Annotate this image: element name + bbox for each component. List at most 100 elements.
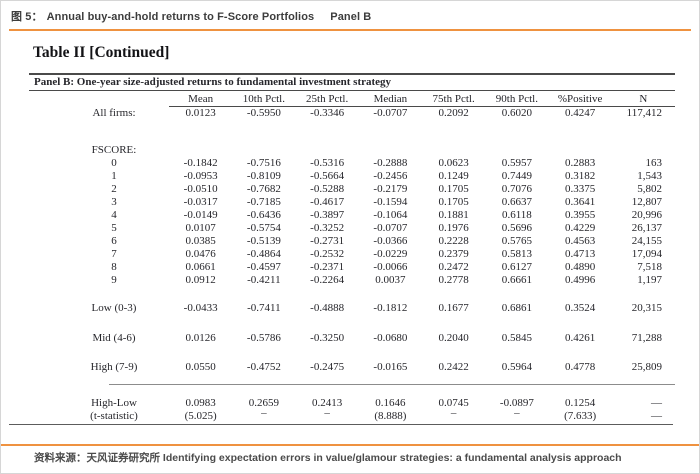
cell: -0.2475 (310, 361, 345, 373)
cell: -0.0317 (183, 196, 218, 208)
cell: 0.0107 (185, 222, 216, 234)
column-header-row: Mean 10th Pctl. 25th Pctl. Median 75th Pctl.… (29, 90, 675, 107)
table-row: High-Low 0.0983 0.2659 0.2413 0.1646 0.0745 -0… (29, 397, 675, 410)
cell: -0.0510 (183, 183, 218, 195)
spacer-row (29, 287, 675, 302)
table-row: 9 0.0912 -0.4211 -0.2264 0.0037 0.2778 0.6661 0… (29, 274, 675, 287)
cell (232, 144, 295, 157)
partial-rule-cell (29, 374, 675, 385)
cell: -0.2264 (310, 274, 345, 286)
column-header: Mean (169, 90, 233, 107)
cell: -0.4617 (310, 196, 345, 208)
cell: -0.3250 (310, 332, 345, 344)
table-row: 6 0.0385 -0.5139 -0.2731 -0.0366 0.2228 0.5765… (29, 235, 675, 248)
table-row: Low (0-3) -0.0433 -0.7411 -0.4888 -0.1812 0.1… (29, 302, 675, 315)
cell: -0.7516 (246, 157, 281, 169)
column-header: %Positive (548, 90, 612, 107)
cell: – (232, 407, 295, 423)
footer: 资料来源：天风证券研究所 Identifying expectation err… (1, 444, 699, 473)
row-label: FSCORE: (91, 144, 137, 156)
cell: -0.2888 (373, 157, 408, 169)
cell: -0.4752 (246, 361, 281, 373)
cell: – (422, 407, 485, 423)
cell: -0.4211 (247, 274, 281, 286)
cell: -0.8109 (246, 170, 281, 182)
spacer-cell (29, 315, 675, 332)
row-label: 2 (111, 183, 117, 195)
cell: 0.1976 (438, 222, 469, 234)
table-row: All firms: 0.0123 -0.5950 -0.3346 -0.0707 0.2… (29, 107, 675, 121)
cell: 0.2422 (438, 361, 469, 373)
figure-label: 图 5： (11, 11, 43, 23)
cell: 17,094 (631, 248, 662, 260)
cell: 0.4778 (565, 361, 596, 373)
cell: 25,809 (631, 361, 662, 373)
cell: 1,543 (637, 170, 662, 182)
cell: -0.0229 (373, 248, 408, 260)
source-text: 天风证券研究所 Identifying expectation errors i… (86, 452, 622, 464)
table-row: 2 -0.0510 -0.7682 -0.5288 -0.2179 0.1705 0.707… (29, 183, 675, 196)
row-label: All firms: (92, 106, 136, 119)
cell: -0.4597 (246, 261, 281, 273)
panel-title-row: Panel B: One-year size-adjusted returns … (29, 73, 675, 91)
spacer-cell (29, 345, 675, 361)
row-label: Mid (4-6) (92, 332, 136, 344)
cell: -0.5950 (246, 107, 281, 119)
cell: 0.0983 (185, 397, 216, 409)
table-row: High (7-9) 0.0550 -0.4752 -0.2475 -0.0165 0.2… (29, 361, 675, 374)
cell: 0.0476 (185, 248, 216, 260)
cell: -0.0680 (373, 332, 408, 344)
cell: 0.2040 (438, 332, 469, 344)
cell: -0.0707 (373, 107, 408, 119)
cell: -0.6436 (246, 209, 281, 221)
row-label: 1 (111, 170, 117, 182)
report-header: 图 5： Annual buy-and-hold returns to F-Sco… (1, 1, 699, 25)
insignificant-dash: – (514, 406, 520, 419)
row-label: 7 (111, 248, 117, 260)
cell: 0.1646 (375, 397, 406, 409)
cell: -0.7185 (246, 196, 281, 208)
table-bottom-rule (9, 424, 673, 425)
row-label: 6 (111, 235, 117, 247)
cell: 0.5957 (501, 157, 532, 169)
cell (549, 144, 612, 157)
cell: 0.2778 (438, 274, 469, 286)
spacer-cell (29, 120, 675, 144)
cell: — (651, 410, 662, 422)
cell: 0.1254 (565, 397, 596, 409)
cell: 0.1677 (438, 302, 469, 314)
cell: — (651, 397, 662, 409)
source-note: 资料来源：天风证券研究所 Identifying expectation err… (34, 452, 689, 465)
row-label: 4 (111, 209, 117, 221)
table-row: 7 0.0476 -0.4864 -0.2532 -0.0229 0.2379 0.5813… (29, 248, 675, 261)
cell: -0.1594 (373, 196, 408, 208)
cell (359, 144, 422, 157)
table-row: 3 -0.0317 -0.7185 -0.4617 -0.1594 0.1705 0.663… (29, 196, 675, 209)
cell: -0.4888 (310, 302, 345, 314)
cell: 0.0385 (185, 235, 216, 247)
cell: 0.6661 (501, 274, 532, 286)
table-row: 8 0.0661 -0.4597 -0.2371 -0.0066 0.2472 0.6127… (29, 261, 675, 274)
cell: -0.0707 (373, 222, 408, 234)
table-row: 0 -0.1842 -0.7516 -0.5316 -0.2888 0.0623 0.595… (29, 157, 675, 170)
cell: 0.5696 (501, 222, 532, 234)
panel-title: Panel B: One-year size-adjusted returns … (29, 73, 675, 91)
cell: 0.6861 (501, 302, 532, 314)
cell: 0.5813 (501, 248, 532, 260)
cell: 0.0745 (438, 397, 469, 409)
cell: -0.3897 (310, 209, 345, 221)
cell: -0.0149 (183, 209, 218, 221)
cell: 0.6127 (501, 261, 532, 273)
cell: 0.4247 (565, 107, 596, 119)
cell: -0.7682 (246, 183, 281, 195)
partial-rule-row (29, 374, 675, 385)
column-header: 90th Pctl. (485, 90, 549, 107)
cell: -0.5139 (246, 235, 281, 247)
cell: 0.2379 (438, 248, 469, 260)
spacer-row (29, 120, 675, 144)
cell: -0.0433 (183, 302, 218, 314)
spacer-cell (29, 287, 675, 302)
cell (169, 144, 232, 157)
cell: 7,518 (637, 261, 662, 273)
